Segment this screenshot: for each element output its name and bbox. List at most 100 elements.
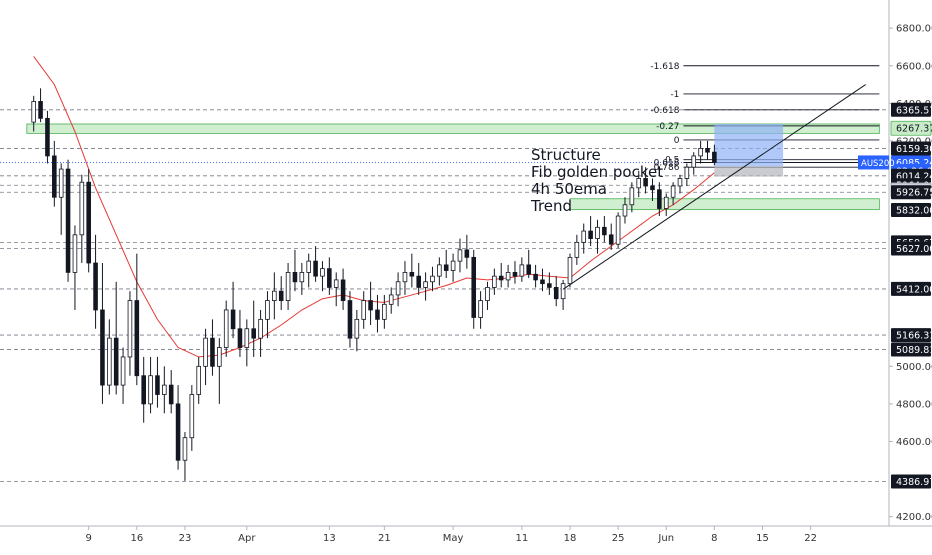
candle — [395, 272, 401, 307]
candle-body — [175, 403, 181, 461]
candle — [361, 291, 367, 329]
candle — [650, 178, 655, 202]
candle — [581, 223, 587, 254]
candle-body — [382, 303, 387, 320]
candle — [657, 182, 662, 217]
candle-body — [540, 279, 545, 285]
candle — [134, 253, 140, 386]
time-tick-label: 13 — [323, 533, 336, 544]
candle — [45, 110, 50, 164]
fib-level-label: -1.618 — [650, 62, 679, 72]
candle-body — [313, 260, 318, 277]
candle — [574, 234, 580, 265]
candle — [498, 263, 504, 288]
price-label-box — [891, 141, 931, 156]
candle-body — [65, 168, 71, 273]
price-label-text: 5926.75 — [896, 188, 932, 199]
candle — [86, 169, 91, 273]
candle-body — [560, 283, 566, 300]
fib-level-label: -1 — [670, 90, 679, 100]
candle-body — [602, 226, 607, 236]
candle — [65, 159, 71, 282]
candle-body — [368, 300, 373, 311]
price-label: 4386.97 — [891, 474, 932, 489]
candle — [327, 257, 332, 295]
candle-body — [450, 260, 456, 271]
axes-layer — [0, 0, 932, 527]
candle — [464, 234, 470, 269]
candle — [113, 281, 119, 395]
candle-body — [663, 196, 669, 209]
candle-body — [210, 337, 215, 367]
price-tick-label: 6600.00 — [896, 61, 932, 72]
price-label-text: 5166.31 — [896, 331, 932, 342]
candle — [58, 163, 64, 235]
candle-body — [567, 256, 573, 285]
fib-level-label: 0 — [674, 136, 680, 146]
price-label-text: 6085.24 — [896, 158, 932, 169]
candle — [155, 356, 160, 408]
candles-layer — [31, 88, 717, 481]
trend-line — [562, 84, 866, 290]
candle-body — [100, 309, 105, 386]
candle — [437, 257, 442, 286]
candle — [505, 264, 511, 288]
price-label-box — [891, 241, 931, 256]
price-labels: 6365.576267.376159.306085.2402:26:046014… — [858, 102, 932, 489]
price-label-text: 6365.57 — [896, 105, 932, 116]
candle — [629, 182, 635, 213]
candle-body — [423, 281, 428, 288]
candle — [622, 197, 628, 224]
candle — [684, 163, 690, 186]
candle-body — [347, 300, 353, 339]
candle-body — [52, 155, 57, 198]
candle-body — [237, 328, 243, 348]
candle-body — [416, 275, 422, 288]
time-tick-label: 11 — [515, 533, 528, 544]
candle-body — [72, 234, 78, 273]
candle — [217, 338, 222, 404]
price-label: 5166.31 — [891, 328, 932, 343]
candle-body — [58, 168, 64, 198]
price-label-text: 5627.00 — [896, 244, 932, 255]
time-tick-label: 22 — [804, 533, 817, 544]
candle — [382, 294, 387, 329]
price-label-box — [891, 281, 931, 296]
candle-body — [148, 375, 153, 405]
fib-level-label: 0.618 — [654, 158, 680, 168]
price-tick-label: 6800.00 — [896, 24, 932, 35]
candle — [52, 140, 57, 207]
candle — [636, 170, 642, 198]
candle-body — [38, 101, 43, 119]
time-tick-label: 23 — [179, 533, 192, 544]
candle — [553, 276, 559, 307]
candle-body — [505, 271, 511, 281]
candle — [375, 294, 380, 333]
candle — [168, 370, 174, 414]
candle-body — [354, 318, 360, 339]
candle-body — [333, 279, 339, 288]
annotation-4h-50ema: 4h 50ema — [531, 180, 607, 198]
candle — [712, 144, 717, 166]
candle-body — [615, 215, 621, 245]
candle-body — [340, 279, 346, 301]
candle — [38, 88, 43, 123]
candle-body — [45, 117, 50, 157]
candle-body — [320, 268, 325, 277]
price-label-text: 6014.24 — [896, 171, 932, 182]
zones-layer — [26, 123, 880, 211]
candle — [265, 291, 270, 339]
candle — [388, 287, 394, 314]
candle-body — [265, 300, 270, 320]
candle-body — [705, 148, 710, 153]
candle — [272, 272, 277, 320]
time-tick-label: Apr — [238, 533, 256, 544]
candle-body — [31, 101, 36, 123]
ema-50-line — [33, 56, 715, 358]
candle — [540, 268, 545, 292]
candle — [320, 261, 325, 292]
candle — [210, 319, 215, 376]
